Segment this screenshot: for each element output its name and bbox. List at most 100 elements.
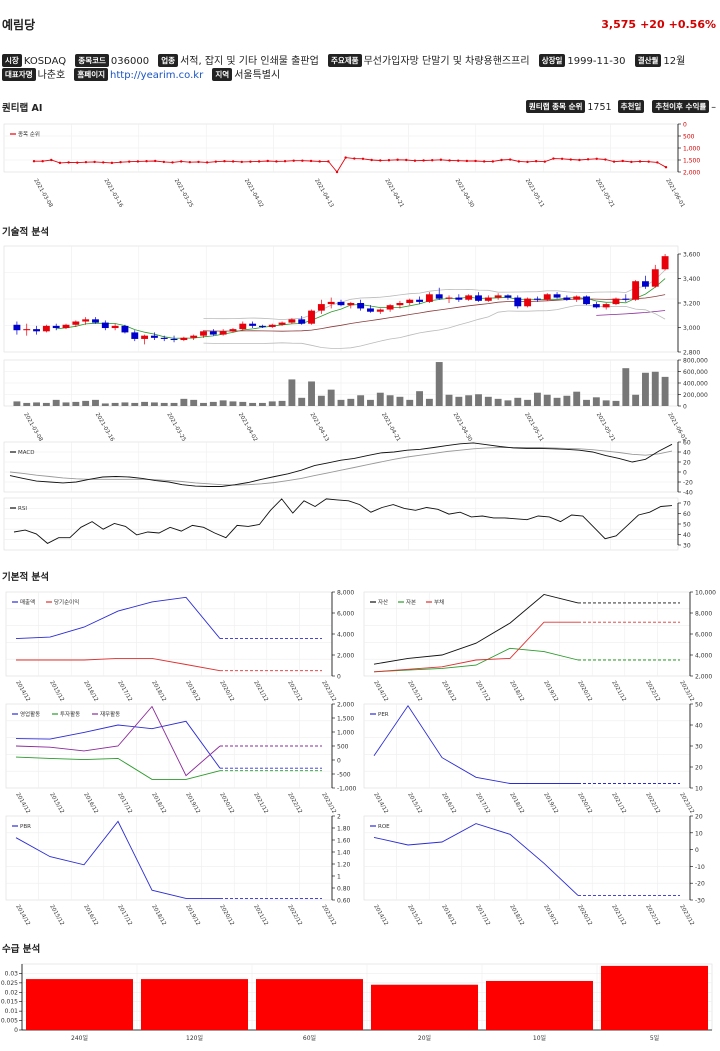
sales-legend-label: 당기순이익 [54, 598, 79, 606]
return-value: – [711, 102, 716, 113]
balance-x-tick-label: 2017/12 [474, 680, 491, 703]
listing-value: 1999-11-30 [567, 56, 626, 67]
rank-y-tick-label: 0 [683, 122, 687, 129]
pbr-y-tick-label: 1.20 [337, 862, 351, 869]
supply-x-tick-label: 120일 [186, 1034, 203, 1042]
balance-x-tick-label: 2023/12 [678, 680, 695, 703]
homepage-link[interactable]: http://yearim.co.kr [110, 70, 204, 81]
balance-y-tick-label: 6,000 [695, 632, 712, 639]
balance-chart: 10,000 8,000 6,000 4,000 2,000 자산 자본 부채 2014/12 2… [363, 590, 716, 703]
volume-bar [425, 398, 433, 406]
ceo-tag: 대표자명 [2, 68, 36, 81]
candle-body [406, 299, 414, 303]
quant-section-title: 퀀티랩 AI [2, 103, 43, 114]
balance-x-tick-label: 2021/12 [610, 680, 627, 703]
volume-y-tick-label: 800,000 [683, 358, 708, 365]
balance-x-tick-label: 2020/12 [576, 680, 593, 703]
market-value: KOSDAQ [23, 56, 67, 67]
volume-bar [367, 399, 374, 406]
rsi-legend-label: RSI [18, 506, 27, 512]
supply-x-tick-label: 240일 [71, 1034, 88, 1042]
roe-x-tick-label: 2015/12 [406, 904, 423, 927]
candle-body [52, 325, 60, 329]
rank-point [500, 158, 503, 162]
cashflow-x-tick-label: 2015/12 [48, 792, 65, 815]
candle-body [455, 297, 463, 300]
rank-point [560, 157, 564, 160]
return-tag: 추천이후 수익률 [652, 100, 710, 113]
sales-x-tick-label: 2020/12 [218, 680, 235, 703]
signal-line [9, 447, 673, 486]
candle-body [661, 256, 669, 270]
candle-body [150, 335, 158, 338]
roe-x-tick-label: 2023/12 [678, 904, 695, 927]
candle-body [514, 297, 522, 307]
volume-y-tick-label: 0 [683, 404, 687, 411]
pbr-y-tick-label: 2 [337, 814, 341, 821]
volume-bar [514, 397, 522, 406]
candle-body [592, 304, 600, 308]
candle-x-tick-label: 2021-04-02 [237, 412, 258, 443]
volume-bar [42, 402, 50, 406]
price-change: +20 [640, 18, 665, 31]
candle-y-tick-label: 3,000 [683, 325, 700, 332]
code-tag: 종목코드 [75, 54, 109, 67]
rank-x-tick-label: 2021-03-25 [173, 178, 194, 209]
rank-point [586, 158, 590, 161]
supply-bar [256, 979, 363, 1030]
candle-body [317, 304, 325, 311]
rank-point [543, 160, 546, 163]
rank-point [275, 160, 278, 163]
market-tag: 시장 [2, 54, 22, 67]
balance-legend-label: 부채 [434, 598, 444, 606]
cashflow-y-tick-label: 500 [337, 744, 349, 751]
cashflow-x-tick-label: 2014/12 [14, 792, 31, 815]
roe-legend-label: ROE [378, 824, 390, 830]
pbr-y-tick-label: 1.60 [337, 838, 351, 845]
roe-chart: 20 10 0 -10 -20 -30 ROE 2014/12 2015/12 2016/12 20… [363, 814, 705, 927]
balance-series-line [373, 594, 579, 665]
macd-y-tick-label: 0 [683, 470, 687, 477]
candle-body [504, 295, 512, 298]
rank-point [102, 161, 105, 164]
per-x-tick-label: 2017/12 [474, 792, 491, 815]
candle-body [386, 305, 394, 310]
cashflow-series-line [15, 756, 221, 780]
volume-bar [435, 362, 443, 406]
volume-bar [416, 391, 424, 406]
macd-legend-label: MACD [18, 450, 35, 456]
volume-bar [465, 395, 473, 406]
macd-y-tick-label: -40 [683, 490, 693, 497]
rank-point [361, 157, 365, 160]
pbr-series-line [15, 820, 220, 899]
candle-body [101, 322, 109, 329]
volume-bar [200, 402, 207, 406]
roe-y-tick-label: -10 [695, 864, 705, 871]
roe-x-tick-label: 2018/12 [508, 904, 525, 927]
volume-bar [13, 401, 21, 406]
rank-x-tick-label: 2021-04-13 [313, 178, 334, 209]
pbr-y-tick-label: 1.80 [337, 826, 351, 833]
pbr-x-tick-label: 2015/12 [48, 904, 65, 927]
rank-y-tick-label: 1,500 [683, 158, 700, 165]
rank-point [604, 158, 607, 161]
current-price: 3,575 [601, 18, 637, 31]
rank-point [638, 160, 642, 163]
price-change-pct: +0.56% [668, 18, 716, 31]
cashflow-x-tick-label: 2023/12 [320, 792, 337, 815]
candle-body [533, 298, 541, 300]
pbr-y-tick-label: 0.80 [337, 886, 351, 893]
info-row-1: 시장 KOSDAQ 종목코드 036000 업종 서적, 잡지 및 기타 인쇄물 출판… [2, 52, 691, 67]
supply-bar [601, 965, 708, 1030]
per-y-tick-label: 30 [695, 744, 703, 751]
candle-body [33, 329, 40, 332]
per-y-tick-label: 20 [695, 765, 703, 772]
roe-x-tick-label: 2014/12 [372, 904, 389, 927]
cashflow-x-tick-label: 2018/12 [150, 792, 167, 815]
company-name: 예림당 [2, 18, 36, 32]
balance-y-tick-label: 4,000 [695, 653, 712, 660]
roe-x-tick-label: 2019/12 [542, 904, 559, 927]
cashflow-x-tick-label: 2020/12 [218, 792, 235, 815]
region-value: 서울특별시 [234, 70, 281, 81]
cashflow-legend-label: 영업활동 [20, 710, 40, 718]
